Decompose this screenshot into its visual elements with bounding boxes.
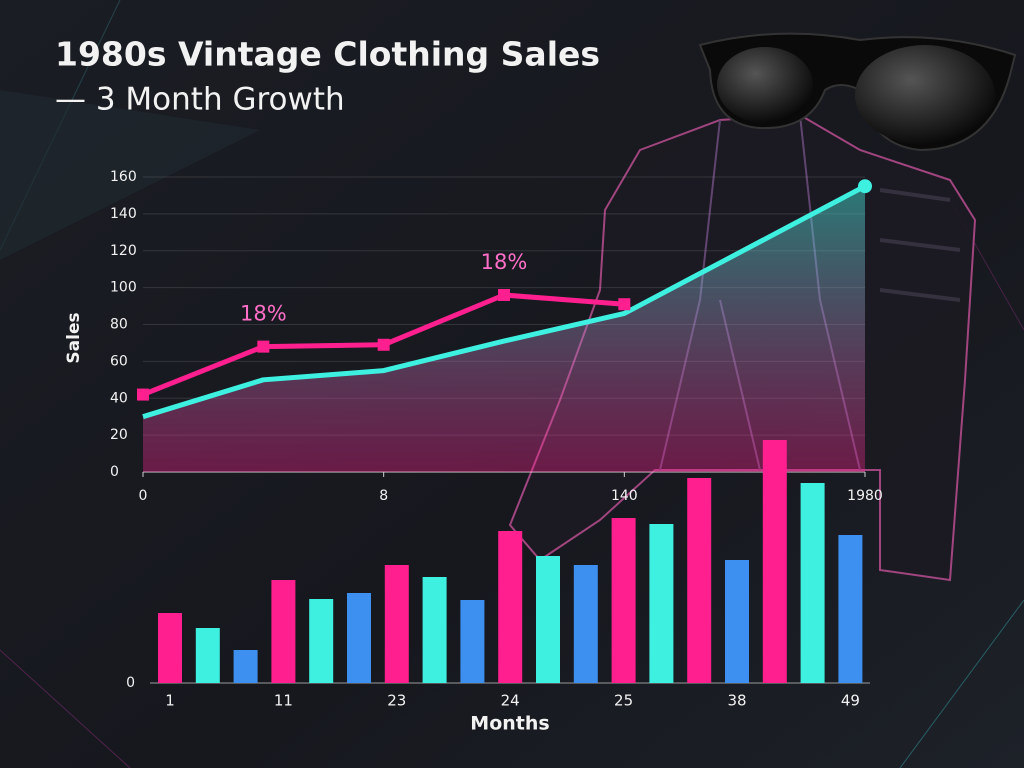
marker — [257, 340, 270, 353]
bar — [384, 565, 409, 683]
line — [142, 184, 867, 420]
y-tick-label: 100 — [110, 280, 137, 296]
bar — [309, 599, 334, 683]
x-tick-label: 140 — [611, 488, 638, 504]
x-axis-label: Months — [470, 713, 549, 735]
y-tick-label: 160 — [110, 169, 137, 185]
y-tick-label: 0 — [110, 464, 119, 480]
bar — [611, 518, 636, 683]
x-tick-label: 11 — [274, 692, 293, 710]
chart-subtitle: — 3 Month Growth — [55, 82, 345, 118]
annotation: 18% — [481, 250, 528, 274]
chart-title: 1980s Vintage Clothing Sales — [55, 35, 600, 74]
bar — [838, 535, 863, 683]
y-tick-label: 20 — [110, 427, 128, 443]
bar — [271, 580, 296, 683]
bar — [233, 650, 258, 683]
bar — [573, 565, 598, 683]
y-tick-label: 60 — [110, 353, 128, 369]
bar — [347, 593, 371, 683]
sunglasses-illustration — [698, 32, 1017, 152]
marker — [377, 338, 390, 351]
bar — [649, 524, 674, 683]
bar — [687, 478, 712, 683]
bar — [725, 560, 749, 683]
bar — [158, 613, 182, 683]
x-tick-label: 1980 — [847, 488, 883, 504]
marker — [498, 289, 510, 301]
x-tick-label: 38 — [727, 692, 746, 710]
marker — [858, 179, 872, 194]
x-tick-label: 1 — [165, 692, 175, 710]
y-tick-label: 40 — [110, 390, 128, 406]
area — [143, 186, 865, 472]
y-tick-label: 0 — [126, 675, 135, 691]
y-tick-label: 140 — [110, 206, 137, 222]
x-tick-label: 25 — [614, 692, 633, 710]
bar — [460, 600, 485, 683]
bar — [195, 628, 220, 683]
x-tick-label: 23 — [387, 692, 406, 710]
marker — [618, 298, 631, 311]
bar — [498, 531, 523, 683]
marker — [137, 388, 149, 401]
bar — [800, 483, 825, 683]
x-tick-label: 0 — [139, 488, 148, 504]
annotation: 18% — [240, 302, 287, 326]
bar — [536, 556, 560, 683]
bar — [762, 440, 787, 683]
y-tick-label: 80 — [110, 317, 128, 333]
bar — [422, 577, 447, 683]
x-tick-label: 8 — [379, 488, 388, 504]
x-tick-label: 24 — [501, 692, 520, 710]
y-axis-label: Sales — [64, 312, 84, 363]
x-tick-label: 49 — [841, 692, 860, 710]
y-tick-label: 120 — [110, 243, 137, 259]
